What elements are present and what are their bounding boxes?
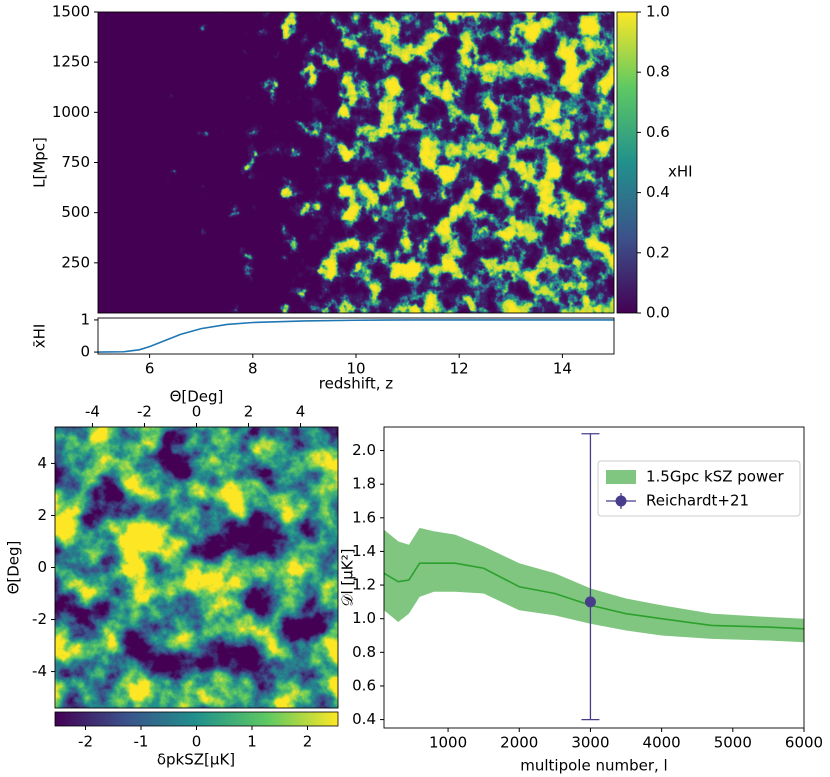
colorbar-tick-label: 1.0 [646,3,670,21]
y-tick-label: 2.0 [352,441,376,459]
x-tick-label: 1000 [429,734,467,752]
x-tick-label: 4 [296,403,306,421]
legend-swatch [606,470,636,484]
colorbar-tick-label: 0 [192,733,202,751]
y-tick-label: 1500 [52,3,90,21]
x-tick-label: 10 [346,360,365,378]
y-tick-label: 0.6 [352,676,376,694]
y-axis-label: 𝒟l [μK²] [339,548,357,606]
y-tick-label: 1250 [52,53,90,71]
line [97,319,614,353]
x-tick-label: 0 [192,403,202,421]
legend-swatch [615,495,627,507]
y-tick-label: 1.0 [352,609,376,627]
y-tick-label: 1.6 [352,508,376,526]
legend-box [597,460,801,517]
colorbar [616,11,638,314]
colorbar-tick-label: 0.0 [646,304,670,322]
x-tick-label: 6 [145,360,155,378]
y-axis-label: Θ[Deg] [5,541,23,595]
y-tick-label: 0.4 [352,710,376,728]
x-tick-label: 8 [248,360,258,378]
x-tick-label: 3000 [571,734,609,752]
band [384,527,804,643]
y-tick-label: 250 [61,253,90,271]
y-tick-label: 750 [61,153,90,171]
colorbar-tick-label: 0.6 [646,123,670,141]
y-tick-label: 1.8 [352,475,376,493]
colorbar-tick-label: -1 [134,733,149,751]
y-tick-label: 0 [37,558,47,576]
legend-label: Reichardt+21 [646,492,749,510]
y-tick-label: 1 [80,310,90,328]
y-tick-label: 0 [80,343,90,361]
point [584,596,596,608]
colorbar [54,711,339,727]
colorbar-tick-label: 0.4 [646,183,670,201]
colorbar-tick-label: 0.8 [646,63,670,81]
x-tick-label: 14 [553,360,572,378]
x-tick-label: 12 [450,360,469,378]
x-tick-label: 5000 [714,734,752,752]
x-tick-label: 2000 [500,734,538,752]
x-tick-label: 2 [244,403,254,421]
x-tick-label: -4 [85,403,100,421]
y-tick-label: 1000 [52,103,90,121]
y-axis-label: x̄HI [31,324,49,349]
x-axis-label: multipole number, l [520,757,667,775]
x-tick-label: 4000 [643,734,681,752]
y-tick-label: 500 [61,203,90,221]
y-tick-label: 4 [37,454,47,472]
colorbar-label: xHI [668,163,693,181]
y-axis-label: L[Mpc] [31,137,49,188]
y-tick-label: 1.4 [352,542,376,560]
x-axis-label: Θ[Deg] [170,388,224,406]
y-tick-label: -4 [32,662,47,680]
legend-label: 1.5Gpc kSZ power [646,468,784,486]
y-tick-label: -2 [32,610,47,628]
y-tick-label: 1.2 [352,576,376,594]
x-tick-label: 6000 [785,734,823,752]
heatmap-image [98,12,614,313]
heatmap-image [55,427,338,708]
colorbar-label: δpkSZ[μK] [157,751,235,769]
y-tick-label: 2 [37,506,47,524]
colorbar-tick-label: -2 [78,733,93,751]
y-tick-label: 0.8 [352,643,376,661]
colorbar-tick-label: 1 [247,733,257,751]
colorbar-tick-label: 0.2 [646,243,670,261]
x-tick-label: -2 [137,403,152,421]
axes-frame [383,426,805,729]
line [383,562,805,630]
colorbar-tick-label: 2 [303,733,313,751]
x-axis-label: redshift, z [319,375,394,393]
